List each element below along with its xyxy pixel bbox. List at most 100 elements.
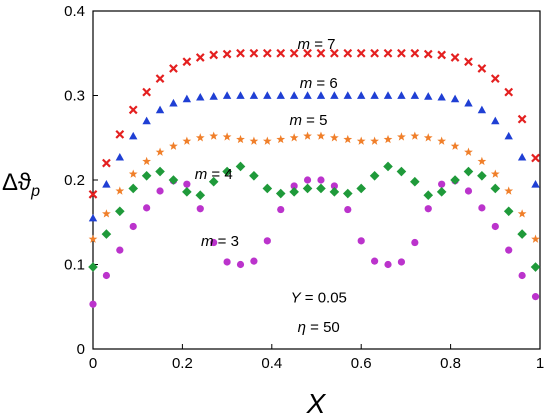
series-m5-point [115, 186, 125, 195]
series-m5-point [330, 133, 339, 142]
series-m3-point [317, 176, 325, 184]
series-m4-point [168, 175, 179, 185]
series-m7-point [464, 57, 473, 67]
series-m3-point [531, 293, 540, 301]
y-axis-title: Δϑp [2, 169, 40, 200]
y-tick-label: 0.3 [64, 88, 85, 105]
series-m3-point [210, 238, 218, 247]
series-m5-point [88, 234, 98, 243]
series-label-m7: m = 7 [298, 36, 336, 53]
series-m4-point [222, 166, 232, 177]
series-m5-point [195, 133, 205, 142]
series-m3-point [102, 271, 111, 280]
x-tick-label: 0.2 [172, 355, 193, 372]
series-m4-point [477, 170, 487, 181]
x-tick-label: 1 [536, 355, 544, 372]
y-tick-label: 0 [77, 341, 85, 358]
series-m4-point [423, 190, 434, 201]
axis-ticks: 0 0.2 0.4 0.6 0.8 1 0 0.1 0.2 0.3 0.4 [64, 3, 544, 372]
series-m4-point [356, 183, 366, 194]
annotation-symbol: Y [291, 290, 302, 307]
series-m7-point [128, 105, 138, 115]
series-m3-point [250, 257, 258, 265]
series-m6-point [102, 180, 111, 188]
series-m4-point [436, 187, 447, 197]
series-m7-point [169, 64, 178, 73]
series-m5-point [450, 141, 460, 150]
series-m7-point [437, 50, 447, 60]
series-m5-point [142, 156, 152, 166]
series-m3-point [156, 187, 164, 195]
series-m4-point [88, 262, 98, 272]
annotation-value: = 0.05 [301, 290, 347, 307]
series-m7-point [477, 64, 487, 73]
series-m6-point [437, 92, 446, 101]
series-m4-point [396, 166, 407, 177]
series-m3-point [116, 246, 124, 254]
series-m7-point [531, 153, 540, 163]
series-m3-point [223, 258, 231, 266]
series-m3-point [505, 246, 513, 254]
series-m5-point [155, 147, 165, 156]
series-m5-point [222, 132, 232, 141]
series-m4-point [195, 190, 206, 201]
series-m5-point [289, 133, 299, 142]
series-m3-point [290, 182, 298, 190]
x-axis-title: X [306, 388, 327, 419]
series-m7-point [195, 53, 205, 62]
series-m6-point [491, 116, 500, 125]
series-m7-point [316, 48, 326, 58]
series-m4-point [302, 183, 313, 194]
annotation-symbol: η [298, 319, 306, 336]
series-m5-point [383, 134, 393, 144]
series-m5-point [262, 136, 272, 145]
series-m6-point [88, 213, 98, 222]
series-m4-point [289, 187, 299, 197]
series-m4-point [410, 176, 420, 187]
series-m7-point [262, 48, 272, 58]
series-label-symbol: m [195, 166, 208, 183]
series-m4-point [450, 175, 460, 185]
x-tick-label: 0.6 [351, 355, 372, 372]
series-m6-point [517, 152, 527, 161]
series-label-symbol: m [300, 75, 313, 92]
series-m3-point [330, 182, 338, 190]
series-m3-point [384, 260, 392, 269]
series-m6-point [129, 131, 138, 140]
series-m6-point [142, 116, 151, 125]
series-m7-point [276, 48, 286, 58]
series-m6-point [289, 91, 299, 99]
series-m6-point [169, 98, 178, 107]
series-m6-point [155, 105, 165, 114]
series-m4-point [503, 206, 514, 217]
series-label-value: = 5 [302, 112, 327, 129]
x-tick-label: 0.8 [440, 355, 461, 372]
series-m7-point [182, 57, 192, 67]
series-m4-point [128, 183, 139, 194]
series-m7-point [450, 53, 460, 62]
series-m6-point [303, 91, 312, 99]
y-tick-label: 0.1 [64, 257, 85, 274]
series-m3-point [397, 258, 406, 266]
series-m7-point [115, 129, 125, 139]
series-m4-point [329, 187, 340, 197]
x-tick-label: 0 [89, 355, 97, 372]
series-m5-point [343, 134, 353, 144]
series-m7-point [88, 189, 98, 199]
series-m4-point [383, 161, 393, 172]
series-m3-point [277, 205, 285, 214]
annotation-value: = 50 [306, 319, 340, 336]
series-m7-point [236, 48, 245, 58]
series-m5-point [356, 136, 366, 145]
series-labels: m = 3m = 4m = 5m = 6m = 7 [195, 36, 338, 250]
series-m6-point [222, 91, 232, 99]
series-m6-point [383, 91, 393, 99]
series-label-value: = 4 [207, 166, 232, 183]
series-m4-point [249, 170, 259, 181]
series-m5-point [423, 133, 433, 142]
series-m5-point [128, 169, 138, 178]
series-m4-point [141, 170, 152, 181]
series-m6-point [196, 92, 205, 101]
series-m3-point [344, 205, 352, 214]
series-label-symbol: m [201, 233, 214, 250]
